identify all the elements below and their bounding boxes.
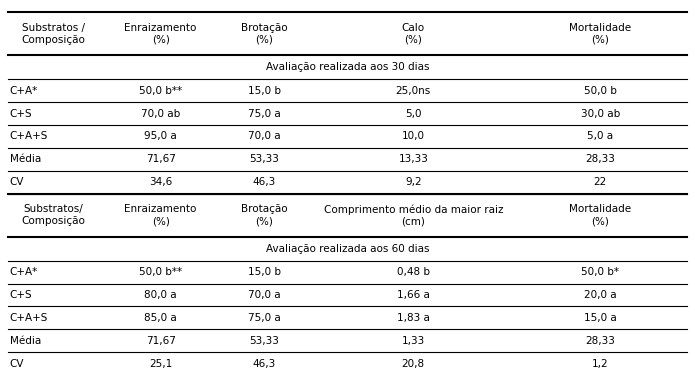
- Text: 71,67: 71,67: [146, 154, 176, 164]
- Text: 28,33: 28,33: [585, 154, 615, 164]
- Text: Média: Média: [10, 154, 41, 164]
- Text: C+A*: C+A*: [10, 267, 38, 277]
- Text: 1,2: 1,2: [592, 359, 609, 369]
- Text: C+A*: C+A*: [10, 85, 38, 95]
- Text: 34,6: 34,6: [149, 177, 172, 187]
- Text: Substratos /
Composição: Substratos / Composição: [22, 23, 85, 44]
- Text: 5,0: 5,0: [405, 108, 421, 118]
- Text: 70,0 a: 70,0 a: [248, 290, 281, 300]
- Text: C+S: C+S: [10, 290, 33, 300]
- Text: 70,0 ab: 70,0 ab: [141, 108, 180, 118]
- Text: 22: 22: [594, 177, 607, 187]
- Text: CV: CV: [10, 359, 24, 369]
- Text: Enraizamento
(%): Enraizamento (%): [124, 204, 197, 226]
- Text: 46,3: 46,3: [253, 359, 276, 369]
- Text: 28,33: 28,33: [585, 336, 615, 346]
- Text: Brotação
(%): Brotação (%): [241, 204, 288, 226]
- Text: 50,0 b**: 50,0 b**: [139, 85, 182, 95]
- Text: Avaliação realizada aos 60 dias: Avaliação realizada aos 60 dias: [265, 244, 430, 254]
- Text: 95,0 a: 95,0 a: [145, 131, 177, 141]
- Text: Mortalidade
(%): Mortalidade (%): [569, 204, 631, 226]
- Text: 1,66 a: 1,66 a: [397, 290, 430, 300]
- Text: 13,33: 13,33: [398, 154, 428, 164]
- Text: 71,67: 71,67: [146, 336, 176, 346]
- Text: 25,0ns: 25,0ns: [395, 85, 431, 95]
- Text: C+A+S: C+A+S: [10, 313, 48, 323]
- Text: 85,0 a: 85,0 a: [145, 313, 177, 323]
- Text: C+S: C+S: [10, 108, 33, 118]
- Text: Comprimento médio da maior raiz
(cm): Comprimento médio da maior raiz (cm): [323, 204, 503, 226]
- Text: 15,0 b: 15,0 b: [248, 85, 281, 95]
- Text: 50,0 b*: 50,0 b*: [581, 267, 619, 277]
- Text: 0,48 b: 0,48 b: [397, 267, 430, 277]
- Text: 75,0 a: 75,0 a: [248, 313, 281, 323]
- Text: Brotação
(%): Brotação (%): [241, 23, 288, 44]
- Text: C+A+S: C+A+S: [10, 131, 48, 141]
- Text: 10,0: 10,0: [402, 131, 425, 141]
- Text: Avaliação realizada aos 30 dias: Avaliação realizada aos 30 dias: [265, 62, 430, 72]
- Text: 25,1: 25,1: [149, 359, 172, 369]
- Text: Calo
(%): Calo (%): [402, 23, 425, 44]
- Text: Média: Média: [10, 336, 41, 346]
- Text: 30,0 ab: 30,0 ab: [580, 108, 620, 118]
- Text: 75,0 a: 75,0 a: [248, 108, 281, 118]
- Text: 50,0 b: 50,0 b: [584, 85, 616, 95]
- Text: Enraizamento
(%): Enraizamento (%): [124, 23, 197, 44]
- Text: 15,0 a: 15,0 a: [584, 313, 616, 323]
- Text: Mortalidade
(%): Mortalidade (%): [569, 23, 631, 44]
- Text: 80,0 a: 80,0 a: [145, 290, 177, 300]
- Text: 53,33: 53,33: [250, 154, 279, 164]
- Text: Substratos/
Composição: Substratos/ Composição: [22, 204, 85, 226]
- Text: 9,2: 9,2: [405, 177, 422, 187]
- Text: 1,83 a: 1,83 a: [397, 313, 430, 323]
- Text: 50,0 b**: 50,0 b**: [139, 267, 182, 277]
- Text: 15,0 b: 15,0 b: [248, 267, 281, 277]
- Text: 46,3: 46,3: [253, 177, 276, 187]
- Text: 1,33: 1,33: [402, 336, 425, 346]
- Text: 53,33: 53,33: [250, 336, 279, 346]
- Text: 20,8: 20,8: [402, 359, 425, 369]
- Text: 70,0 a: 70,0 a: [248, 131, 281, 141]
- Text: 20,0 a: 20,0 a: [584, 290, 616, 300]
- Text: CV: CV: [10, 177, 24, 187]
- Text: 5,0 a: 5,0 a: [587, 131, 613, 141]
